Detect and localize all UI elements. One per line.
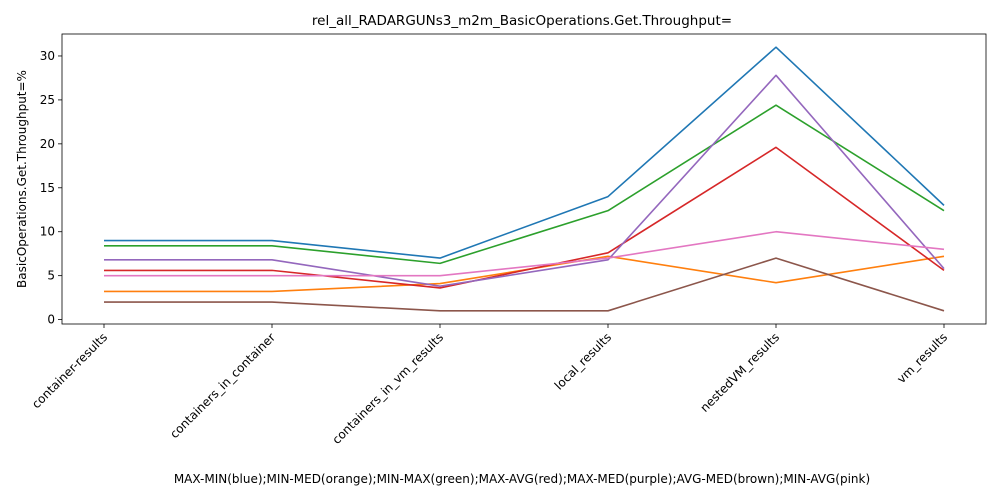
series-line-5 <box>104 74 945 288</box>
series-line-4 <box>104 146 945 289</box>
chart-title: rel_all_RADARGUNs3_m2m_BasicOperations.G… <box>312 13 732 29</box>
y-tick-label: 0 <box>47 313 55 327</box>
y-tick-label: 5 <box>47 269 55 283</box>
series-line-1 <box>104 46 945 259</box>
x-tick-label: nestedVM_results <box>697 330 782 415</box>
x-tick-label: vm_results <box>894 330 950 386</box>
x-tick-label: local_results <box>552 330 614 392</box>
y-axis-label: BasicOperations.Get.Throughput=% <box>15 70 29 288</box>
series-line-2 <box>104 255 945 293</box>
series-line-7 <box>104 230 945 277</box>
x-tick-label: container-results <box>29 330 110 411</box>
y-tick-label: 30 <box>40 49 55 63</box>
y-tick-label: 10 <box>40 225 55 239</box>
y-tick-label: 25 <box>40 93 55 107</box>
x-tick-label: containers_in_container <box>167 330 278 441</box>
y-tick-label: 20 <box>40 137 55 151</box>
y-tick-label: 15 <box>40 181 55 195</box>
x-axis: container-results containers_in_container… <box>29 324 950 447</box>
x-tick-label: containers_in_vm_results <box>329 330 446 447</box>
series-layer <box>104 46 945 312</box>
x-axis-label: MAX-MIN(blue);MIN-MED(orange);MIN-MAX(gr… <box>174 472 870 486</box>
series-line-6 <box>104 257 945 312</box>
plot-area-frame <box>61 33 987 325</box>
y-axis: 0 5 10 15 20 25 30 <box>40 49 62 327</box>
series-line-3 <box>104 104 945 265</box>
